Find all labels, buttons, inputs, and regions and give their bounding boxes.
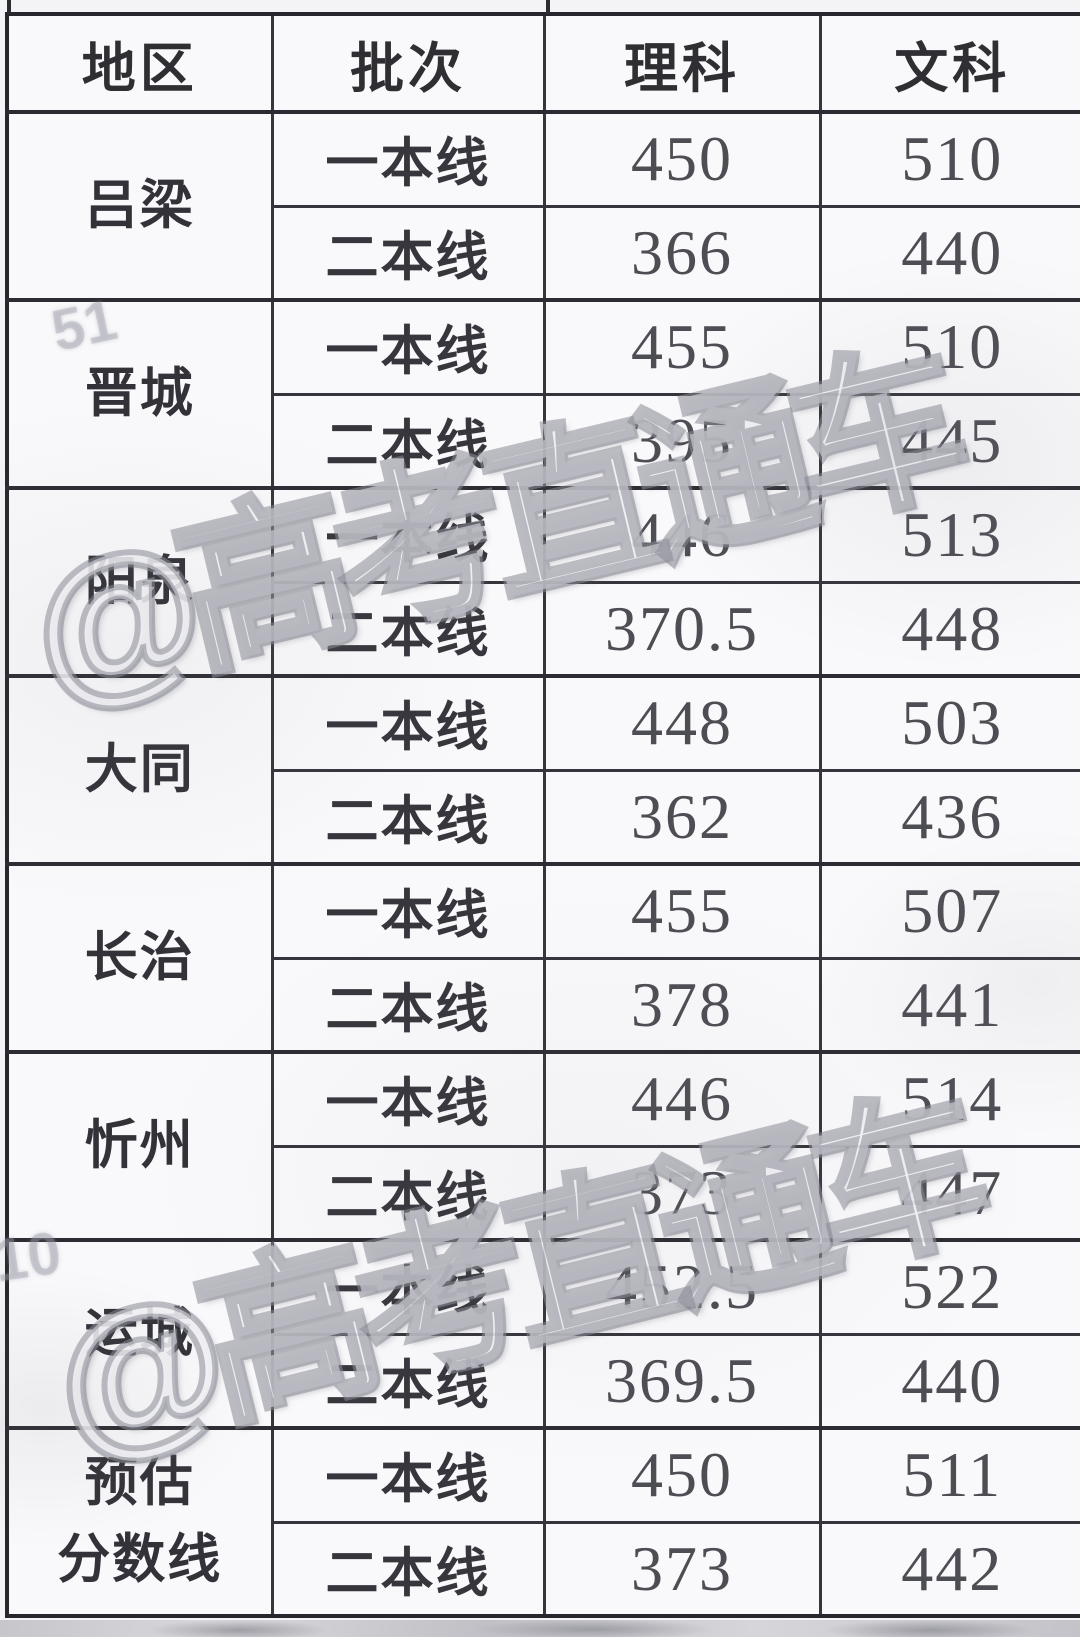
table-row: 二本线 369.5 440 xyxy=(7,1332,1080,1430)
header-region: 地区 xyxy=(5,12,274,114)
batch-cell: 一本线 xyxy=(270,1426,546,1524)
science-score-cell: 452.5 xyxy=(542,1238,822,1336)
arts-score-cell: 445 xyxy=(818,392,1080,490)
science-score-cell: 455 xyxy=(542,298,822,396)
arts-score-cell: 511 xyxy=(818,1426,1080,1524)
batch-cell: 二本线 xyxy=(270,1144,546,1242)
table-border-stub xyxy=(7,0,11,14)
table-row: 预估 分数线 一本线 450 511 xyxy=(5,1426,1080,1618)
arts-score-cell: 442 xyxy=(818,1520,1080,1618)
table-row: 二本线 370.5 448 xyxy=(7,580,1080,678)
science-score-cell: 373 xyxy=(542,1520,822,1618)
table-row: 二本线 378 441 xyxy=(7,956,1080,1054)
batch-cell: 一本线 xyxy=(270,1050,546,1148)
batch-cell: 一本线 xyxy=(270,674,546,772)
arts-score-cell: 510 xyxy=(818,298,1080,396)
batch-cell: 二本线 xyxy=(270,392,546,490)
region-cell: 运城 xyxy=(5,1238,274,1430)
table-row: 二本线 373 447 xyxy=(7,1144,1080,1242)
table-row: 长治 一本线 455 507 xyxy=(5,862,1080,1054)
batch-cell: 一本线 xyxy=(270,298,546,396)
science-score-cell: 395 xyxy=(542,392,822,490)
table-row: 吕梁 一本线 450 510 xyxy=(5,110,1080,302)
batch-cell: 二本线 xyxy=(270,1520,546,1618)
region-cell: 长治 xyxy=(5,862,274,1054)
science-score-cell: 455 xyxy=(542,862,822,960)
table-row: 二本线 362 436 xyxy=(7,768,1080,866)
arts-score-cell: 522 xyxy=(818,1238,1080,1336)
header-row: 地区 批次 理科 文科 xyxy=(5,12,1080,114)
score-line-table: 地区 批次 理科 文科 吕梁 一本线 450 510 二本线 366 440 晋… xyxy=(5,12,1080,1618)
arts-score-cell: 510 xyxy=(818,110,1080,208)
science-score-cell: 450 xyxy=(542,110,822,208)
batch-cell: 二本线 xyxy=(270,956,546,1054)
header-batch: 批次 xyxy=(270,12,546,114)
region-cell: 吕梁 xyxy=(5,110,274,302)
science-score-cell: 450 xyxy=(542,1426,822,1524)
table-row: 晋城 一本线 455 510 xyxy=(5,298,1080,490)
batch-cell: 一本线 xyxy=(270,110,546,208)
table-row: 二本线 395 445 xyxy=(7,392,1080,490)
arts-score-cell: 436 xyxy=(818,768,1080,866)
batch-cell: 二本线 xyxy=(270,768,546,866)
science-score-cell: 366 xyxy=(542,204,822,302)
science-score-cell: 446 xyxy=(542,1050,822,1148)
table-row: 二本线 366 440 xyxy=(7,204,1080,302)
batch-cell: 二本线 xyxy=(270,580,546,678)
batch-cell: 二本线 xyxy=(270,204,546,302)
table-border-stub xyxy=(546,0,550,14)
batch-cell: 一本线 xyxy=(270,486,546,584)
arts-score-cell: 448 xyxy=(818,580,1080,678)
batch-cell: 二本线 xyxy=(270,1332,546,1430)
batch-cell: 一本线 xyxy=(270,862,546,960)
science-score-cell: 370.5 xyxy=(542,580,822,678)
science-score-cell: 373 xyxy=(542,1144,822,1242)
header-science: 理科 xyxy=(542,12,822,114)
arts-score-cell: 447 xyxy=(818,1144,1080,1242)
science-score-cell: 446 xyxy=(542,486,822,584)
header-arts: 文科 xyxy=(818,12,1080,114)
region-cell: 晋城 xyxy=(5,298,274,490)
table-row: 二本线 373 442 xyxy=(7,1520,1080,1618)
science-score-cell: 362 xyxy=(542,768,822,866)
region-cell: 忻州 xyxy=(5,1050,274,1242)
arts-score-cell: 513 xyxy=(818,486,1080,584)
region-cell: 阳泉 xyxy=(5,486,274,678)
science-score-cell: 448 xyxy=(542,674,822,772)
arts-score-cell: 441 xyxy=(818,956,1080,1054)
table-row: 阳泉 一本线 446 513 xyxy=(5,486,1080,678)
arts-score-cell: 440 xyxy=(818,1332,1080,1430)
arts-score-cell: 440 xyxy=(818,204,1080,302)
table-row: 大同 一本线 448 503 xyxy=(5,674,1080,866)
arts-score-cell: 503 xyxy=(818,674,1080,772)
table-row: 运城 一本线 452.5 522 xyxy=(5,1238,1080,1430)
science-score-cell: 369.5 xyxy=(542,1332,822,1430)
arts-score-cell: 507 xyxy=(818,862,1080,960)
region-cell: 预估 分数线 xyxy=(5,1426,274,1618)
photo-bottom-edge-strip xyxy=(0,1620,1080,1637)
arts-score-cell: 514 xyxy=(818,1050,1080,1148)
batch-cell: 一本线 xyxy=(270,1238,546,1336)
region-cell: 大同 xyxy=(5,674,274,866)
table-row: 忻州 一本线 446 514 xyxy=(5,1050,1080,1242)
science-score-cell: 378 xyxy=(542,956,822,1054)
